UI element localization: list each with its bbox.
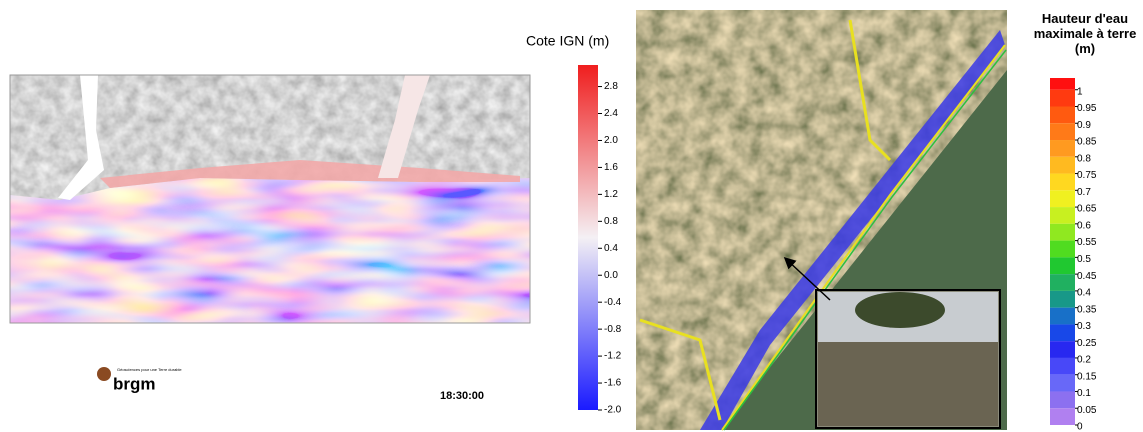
elevation-map [10, 75, 530, 323]
color-step [1050, 291, 1075, 308]
color-step [1050, 190, 1075, 207]
tick-label: 0.25 [1077, 338, 1097, 349]
color-step [1050, 106, 1075, 123]
tick-label: 1 [1077, 86, 1083, 97]
tick-label: 0.3 [1077, 321, 1091, 332]
tick-label: 0.45 [1077, 271, 1097, 282]
color-step [1050, 241, 1075, 258]
title-line: maximale à terre [1034, 26, 1137, 41]
flood-map [636, 10, 1007, 430]
tick-label: 2.8 [604, 81, 618, 92]
color-step [1050, 157, 1075, 174]
tick-label: 2.4 [604, 108, 618, 119]
color-step [1050, 257, 1075, 274]
tick-label: 0.05 [1077, 405, 1097, 416]
tick-label: 1.2 [604, 189, 618, 200]
tick-label: -0.8 [604, 324, 622, 335]
tick-label: 0.65 [1077, 204, 1097, 215]
colorbar-title: Cote IGN (m) [526, 33, 609, 49]
tick-label: 0.8 [604, 216, 618, 227]
logo: brgm Géosciences pour une Terre durable [97, 367, 182, 393]
tick-label: 0.8 [1077, 153, 1091, 164]
color-step [1050, 174, 1075, 191]
tick-label: 0.95 [1077, 103, 1097, 114]
tick-label: -1.2 [604, 351, 622, 362]
tick-label: 0.9 [1077, 120, 1091, 131]
figure: brgm Géosciences pour une Terre durable … [0, 0, 1143, 432]
color-step [1050, 358, 1075, 375]
tick-label: 0.5 [1077, 254, 1091, 265]
color-step [1050, 391, 1075, 408]
logo-name: brgm [113, 374, 156, 393]
color-step [1050, 274, 1075, 291]
tick-label: 0.4 [604, 243, 618, 254]
logo-tagline: Géosciences pour une Terre durable [117, 367, 182, 372]
tick-label: 0.85 [1077, 137, 1097, 148]
tick-label: 0.2 [1077, 355, 1091, 366]
color-step [1050, 123, 1075, 140]
color-step [1050, 140, 1075, 157]
tick-label: -1.6 [604, 378, 622, 389]
color-step [1050, 408, 1075, 425]
title-line: (m) [1075, 41, 1095, 56]
tick-label: 1.6 [604, 162, 618, 173]
color-step [1050, 341, 1075, 358]
tick-label: 0.6 [1077, 220, 1091, 231]
tick-label: 0.55 [1077, 237, 1097, 248]
tick-label: 0.0 [604, 270, 618, 281]
tick-label: 0 [1077, 422, 1083, 432]
tick-label: -0.4 [604, 297, 622, 308]
tick-label: 2.0 [604, 135, 618, 146]
tick-label: 0.75 [1077, 170, 1097, 181]
color-step [1050, 78, 1075, 90]
time-label: 18:30:00 [440, 390, 484, 402]
colorbar [578, 65, 598, 410]
color-step [1050, 308, 1075, 325]
tick-label: 0.7 [1077, 187, 1091, 198]
color-step [1050, 224, 1075, 241]
tick-label: 0.35 [1077, 304, 1097, 315]
color-step [1050, 375, 1075, 392]
tick-label: 0.15 [1077, 371, 1097, 382]
tick-label: -2.0 [604, 405, 622, 416]
color-step [1050, 90, 1075, 107]
color-step [1050, 324, 1075, 341]
tick-label: 0.1 [1077, 388, 1091, 399]
tick-label: 0.4 [1077, 288, 1091, 299]
color-step [1050, 207, 1075, 224]
title-line: Hauteur d'eau [1042, 11, 1128, 26]
